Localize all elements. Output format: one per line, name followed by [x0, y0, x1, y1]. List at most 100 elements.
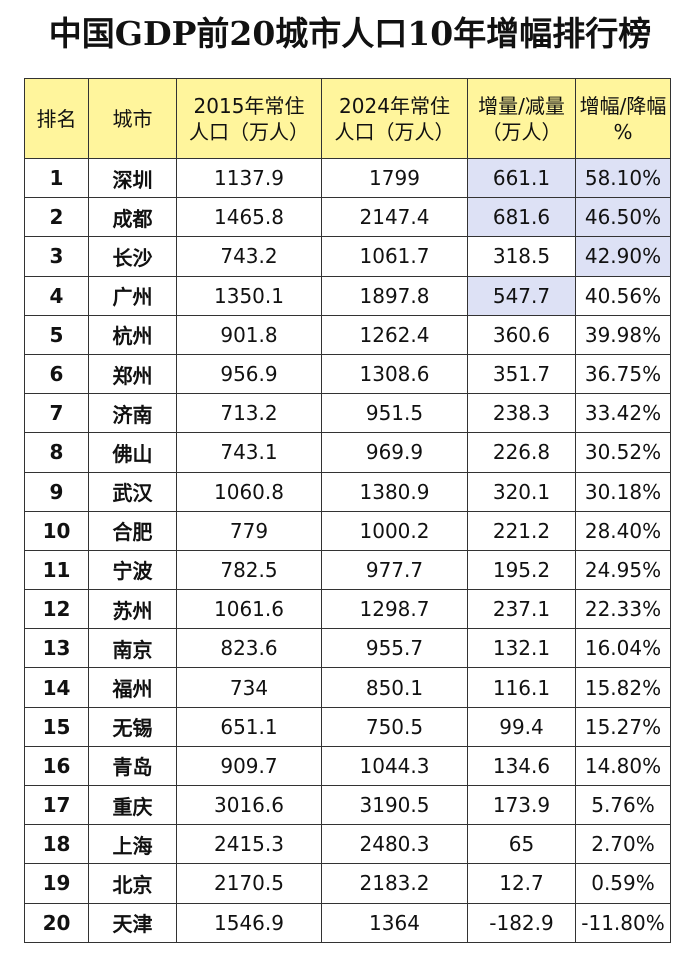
cell-pop2024: 1000.2 [321, 510, 468, 551]
cell-pop2024: 1262.4 [321, 314, 468, 355]
table-row: 8 佛山 743.1 969.9 226.8 30.52% [24, 432, 671, 473]
cell-city: 济南 [88, 393, 177, 434]
cell-pct: 42.90% [575, 236, 671, 277]
table-row: 3 长沙 743.2 1061.7 318.5 42.90% [24, 236, 671, 277]
cell-city: 北京 [88, 863, 177, 904]
header-pop2015: 2015年常住 人口（万人） [176, 78, 322, 159]
cell-rank: 5 [24, 314, 89, 355]
cell-city: 佛山 [88, 432, 177, 473]
cell-pct: 14.80% [575, 745, 671, 787]
cell-change: 116.1 [467, 667, 576, 708]
cell-pct: 28.40% [575, 510, 671, 551]
cell-city: 杭州 [88, 314, 177, 355]
table-row: 17 重庆 3016.6 3190.5 173.9 5.76% [24, 784, 671, 826]
cell-pop2024: 951.5 [321, 393, 468, 434]
cell-pct: 33.42% [575, 393, 671, 434]
cell-pop2015: 2415.3 [176, 824, 322, 865]
cell-change: 681.6 [467, 197, 576, 238]
cell-change: 320.1 [467, 471, 576, 512]
table-row: 10 合肥 779 1000.2 221.2 28.40% [24, 510, 671, 551]
cell-pop2024: 850.1 [321, 667, 468, 708]
cell-pop2024: 1308.6 [321, 353, 468, 395]
cell-pct: 30.18% [575, 471, 671, 512]
cell-pop2015: 1061.6 [176, 589, 322, 630]
ranking-table: 排名 城市 2015年常住 人口（万人） 2024年常住 人口（万人） 增量/减… [24, 78, 671, 943]
cell-change: 12.7 [467, 863, 576, 904]
cell-rank: 3 [24, 236, 89, 277]
cell-pct: 30.52% [575, 432, 671, 473]
page-title: 中国GDP前20城市人口10年增幅排行榜 [48, 14, 652, 53]
cell-change: 134.6 [467, 745, 576, 787]
cell-pct: 15.82% [575, 667, 671, 708]
table-row: 1 深圳 1137.9 1799 661.1 58.10% [24, 157, 671, 199]
table-row: 9 武汉 1060.8 1380.9 320.1 30.18% [24, 471, 671, 512]
cell-pop2015: 651.1 [176, 706, 322, 747]
cell-rank: 16 [24, 745, 89, 787]
cell-pop2015: 1350.1 [176, 275, 322, 316]
cell-rank: 13 [24, 628, 89, 669]
cell-pop2024: 1799 [321, 157, 468, 199]
cell-pct: 0.59% [575, 863, 671, 904]
cell-pop2024: 969.9 [321, 432, 468, 473]
cell-pop2024: 977.7 [321, 549, 468, 591]
cell-change: 65 [467, 824, 576, 865]
cell-pop2015: 956.9 [176, 353, 322, 395]
cell-change: -182.9 [467, 902, 576, 943]
cell-city: 福州 [88, 667, 177, 708]
cell-change: 221.2 [467, 510, 576, 551]
cell-rank: 4 [24, 275, 89, 316]
cell-pop2015: 823.6 [176, 628, 322, 669]
cell-change: 226.8 [467, 432, 576, 473]
cell-change: 237.1 [467, 589, 576, 630]
cell-change: 132.1 [467, 628, 576, 669]
cell-city: 广州 [88, 275, 177, 316]
cell-rank: 20 [24, 902, 89, 943]
cell-city: 成都 [88, 197, 177, 238]
cell-pop2024: 2480.3 [321, 824, 468, 865]
cell-pop2015: 1546.9 [176, 902, 322, 943]
cell-pop2024: 2147.4 [321, 197, 468, 238]
cell-city: 武汉 [88, 471, 177, 512]
cell-rank: 10 [24, 510, 89, 551]
cell-pop2024: 1897.8 [321, 275, 468, 316]
cell-city: 南京 [88, 628, 177, 669]
table-row: 7 济南 713.2 951.5 238.3 33.42% [24, 393, 671, 434]
cell-change: 238.3 [467, 393, 576, 434]
cell-city: 苏州 [88, 589, 177, 630]
cell-change: 173.9 [467, 784, 576, 826]
table-row: 5 杭州 901.8 1262.4 360.6 39.98% [24, 314, 671, 355]
cell-pct: 2.70% [575, 824, 671, 865]
cell-rank: 6 [24, 353, 89, 395]
header-city: 城市 [88, 78, 177, 159]
header-pop2024: 2024年常住 人口（万人） [321, 78, 468, 159]
cell-pop2015: 713.2 [176, 393, 322, 434]
cell-rank: 17 [24, 784, 89, 826]
cell-pct: 22.33% [575, 589, 671, 630]
cell-pct: -11.80% [575, 902, 671, 943]
cell-change: 547.7 [467, 275, 576, 316]
cell-pop2024: 1061.7 [321, 236, 468, 277]
cell-pct: 24.95% [575, 549, 671, 591]
cell-rank: 12 [24, 589, 89, 630]
cell-pop2015: 1137.9 [176, 157, 322, 199]
table-row: 12 苏州 1061.6 1298.7 237.1 22.33% [24, 589, 671, 630]
cell-pop2024: 955.7 [321, 628, 468, 669]
cell-pop2024: 750.5 [321, 706, 468, 747]
cell-pop2015: 734 [176, 667, 322, 708]
header-pct: 增幅/降幅 % [575, 78, 671, 159]
header-rank: 排名 [24, 78, 89, 159]
cell-rank: 15 [24, 706, 89, 747]
cell-change: 318.5 [467, 236, 576, 277]
cell-rank: 9 [24, 471, 89, 512]
cell-change: 99.4 [467, 706, 576, 747]
cell-pct: 39.98% [575, 314, 671, 355]
cell-pct: 46.50% [575, 197, 671, 238]
cell-change: 195.2 [467, 549, 576, 591]
cell-city: 上海 [88, 824, 177, 865]
cell-pct: 16.04% [575, 628, 671, 669]
cell-rank: 1 [24, 157, 89, 199]
cell-pop2015: 743.2 [176, 236, 322, 277]
table-row: 16 青岛 909.7 1044.3 134.6 14.80% [24, 745, 671, 787]
cell-rank: 2 [24, 197, 89, 238]
